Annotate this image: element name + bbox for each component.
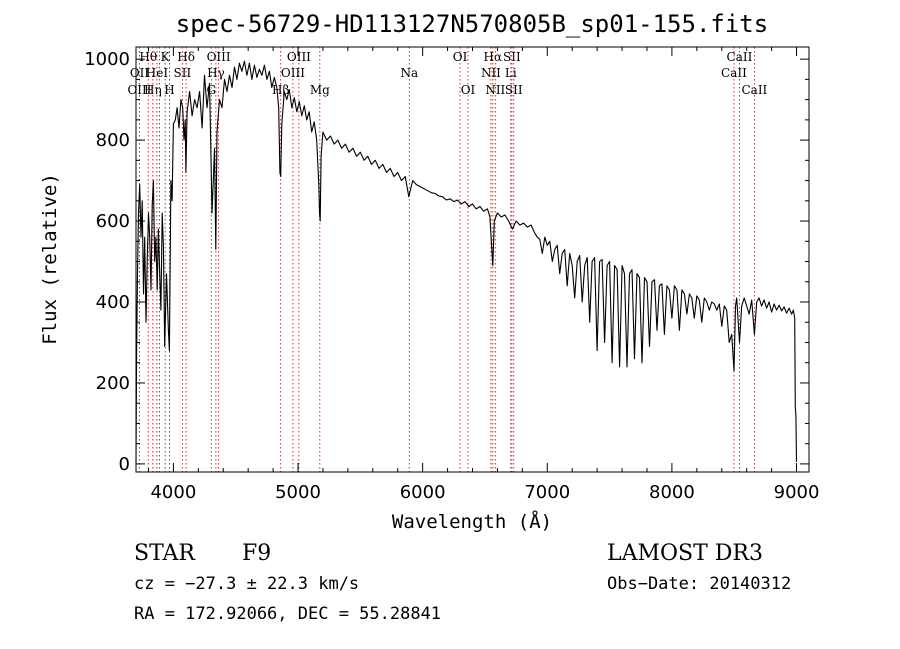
x-axis-label: Wavelength (Å) [392,510,552,533]
marker-label: Hδ [177,50,195,64]
sky-coordinates: RA = 172.92066, DEC = 55.28841 [134,604,441,624]
marker-label: Hα [484,50,503,64]
marker-label: Li [505,66,517,80]
marker-label: OI [461,83,476,97]
chart-title: spec-56729-HD113127N570805B_sp01-155.fit… [176,10,768,38]
y-axis-ticks: 0 200 400 600 800 1000 [84,49,809,475]
marker-label: Hβ [272,83,289,97]
x-tick-label: 9000 [774,482,820,503]
marker-label: CaII [721,66,747,80]
y-tick-label: 200 [96,373,130,394]
marker-label: OIII [127,83,151,97]
marker-label: OI [453,50,468,64]
marker-label: K [161,50,171,64]
marker-label: Hγ [207,66,225,80]
marker-label: OIII [281,66,305,80]
y-tick-label: 600 [96,211,130,232]
x-tick-label: 8000 [649,482,695,503]
marker-label: OIII [287,50,311,64]
spectrum-line [135,60,798,464]
y-tick-label: 0 [119,454,130,475]
x-tick-label: 5000 [275,482,321,503]
marker-label: SII [505,83,523,97]
y-tick-label: 1000 [84,49,130,70]
object-subclass: F9 [242,541,271,566]
x-tick-label: 4000 [150,482,196,503]
marker-label: NII [481,66,501,80]
plot-frame [135,46,810,473]
survey-name: LAMOST DR3 [607,541,763,566]
marker-label: SII [503,50,521,64]
x-tick-label: 7000 [524,482,570,503]
marker-label: Hη [144,83,162,97]
marker-label: CaII [741,83,767,97]
marker-label: G [206,83,216,97]
y-tick-label: 400 [96,292,130,313]
redshift-velocity: cz = −27.3 ± 22.3 km/s [134,574,359,594]
x-axis-ticks: 4000 5000 6000 7000 8000 9000 [147,47,820,503]
x-tick-label: 6000 [400,482,446,503]
object-class: STAR [134,541,196,566]
marker-label: HeI [146,66,169,80]
spectral-line-markers: OIIOIIIHθHηHeIKHSIIHδGHγOIIIHβOIIIOIIIMg… [127,47,768,472]
marker-label: OII [130,66,150,80]
marker-label: OIII [207,50,231,64]
marker-label: Na [400,66,418,80]
observation-date: Obs−Date: 20140312 [607,574,791,594]
marker-label: CaII [727,50,753,64]
marker-label: SII [174,66,192,80]
marker-label: Hθ [139,50,157,64]
y-axis-label: Flux (relative) [39,173,61,345]
marker-label: H [164,83,174,97]
y-tick-label: 800 [96,130,130,151]
marker-label: Mg [310,83,330,97]
marker-label: NII [485,83,505,97]
